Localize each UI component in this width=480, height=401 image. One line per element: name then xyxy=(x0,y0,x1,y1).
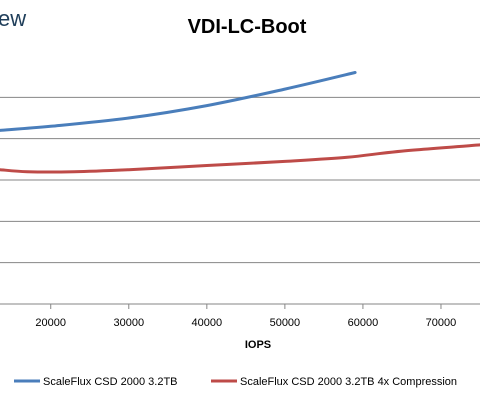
legend-label-series-2: ScaleFlux CSD 2000 3.2TB 4x Compression xyxy=(240,376,457,388)
x-tick-label-20000: 20000 xyxy=(35,317,66,329)
x-tick-label-70000: 70000 xyxy=(426,317,457,329)
cropped-heading-fragment: ew xyxy=(0,6,26,31)
x-tick-label-40000: 40000 xyxy=(192,317,223,329)
gridlines xyxy=(0,96,480,264)
series-line-2 xyxy=(0,143,480,174)
legend: ScaleFlux CSD 2000 3.2TB ScaleFlux CSD 2… xyxy=(14,376,457,388)
x-tick-label-50000: 50000 xyxy=(270,317,301,329)
x-tick-label-30000: 30000 xyxy=(113,317,144,329)
series-lines xyxy=(0,71,480,174)
series-line-1 xyxy=(0,71,357,132)
x-tick-labels: 20000 30000 40000 50000 60000 70000 xyxy=(35,304,456,329)
x-axis-label: IOPS xyxy=(245,339,271,351)
x-tick-label-60000: 60000 xyxy=(348,317,379,329)
legend-label-series-1: ScaleFlux CSD 2000 3.2TB xyxy=(43,376,178,388)
chart-title: VDI-LC-Boot xyxy=(188,16,307,38)
